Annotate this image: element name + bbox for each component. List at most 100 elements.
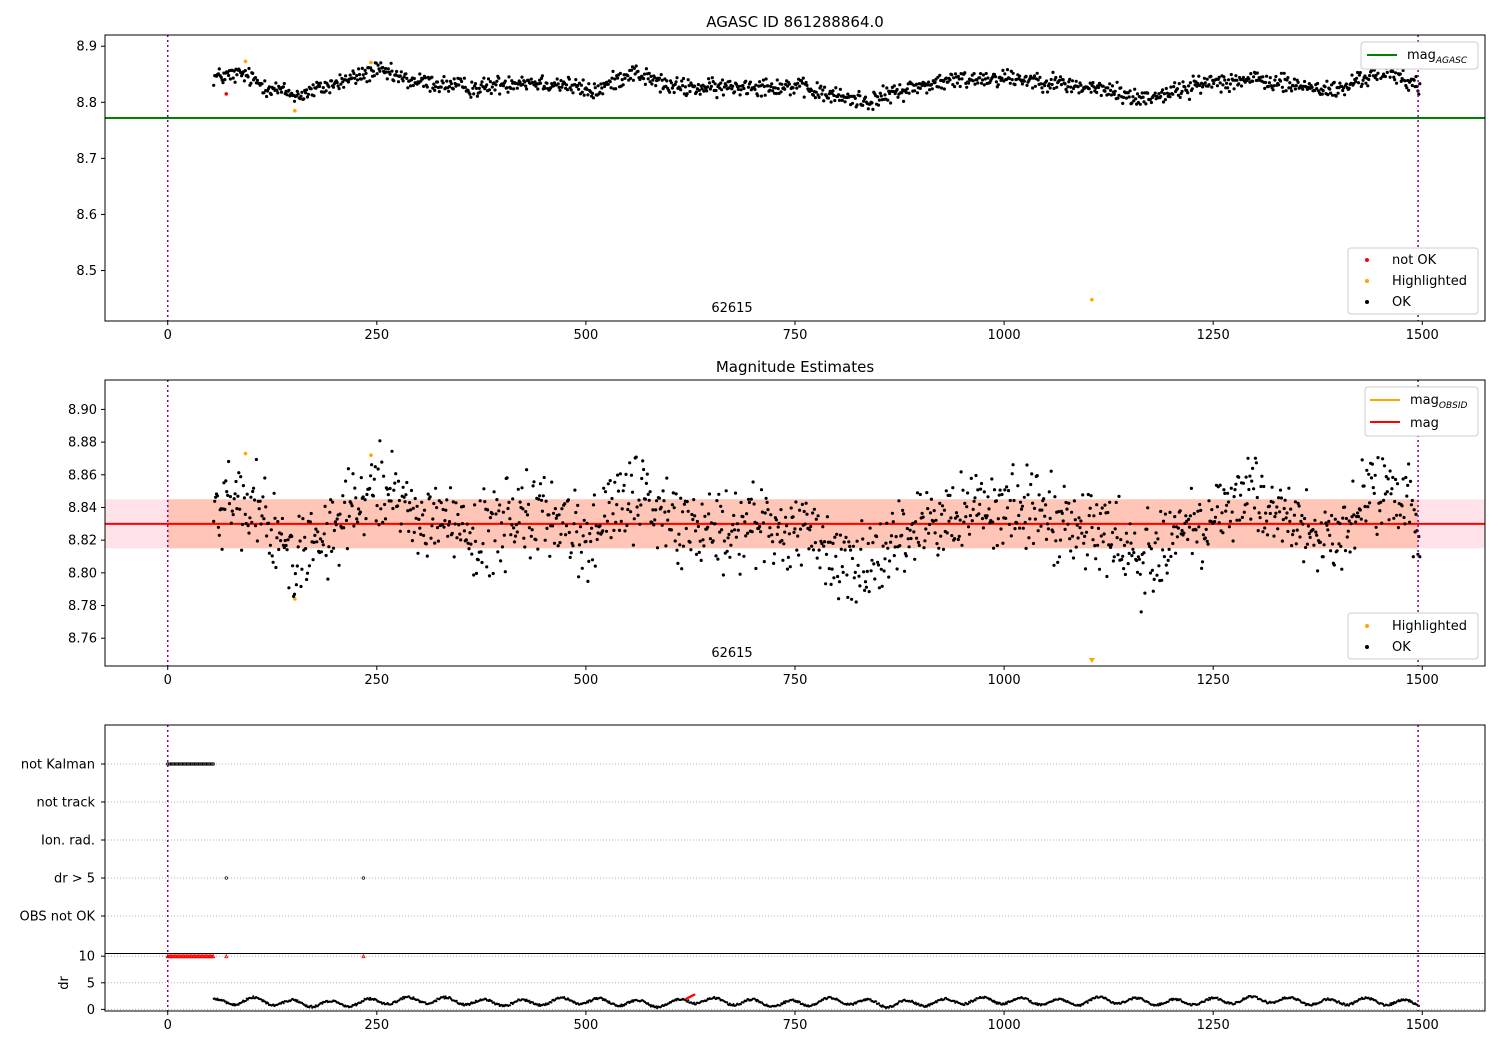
data-point-ok	[1365, 468, 1369, 472]
data-point-ok	[1262, 484, 1266, 489]
dr-point	[798, 1000, 801, 1004]
data-point-ok	[737, 84, 741, 88]
data-point-ok	[941, 79, 946, 83]
data-point-ok	[483, 500, 487, 504]
data-point-ok	[572, 522, 576, 526]
data-point-ok	[1007, 522, 1012, 527]
data-point-ok	[1382, 498, 1386, 502]
dr-point	[726, 1001, 729, 1004]
data-point-ok	[454, 501, 458, 505]
data-point-ok	[785, 84, 790, 88]
data-point-ok	[618, 472, 623, 476]
data-point-ok	[538, 494, 542, 498]
data-point-ok	[612, 528, 616, 533]
data-point-ok	[605, 519, 610, 523]
data-point-ok	[365, 80, 369, 84]
data-point-ok	[727, 532, 731, 537]
data-point-ok	[738, 93, 742, 97]
data-point-ok	[819, 84, 823, 88]
data-point-ok	[1121, 101, 1125, 105]
data-point-ok	[1267, 504, 1271, 508]
data-point-ok	[1146, 91, 1150, 95]
data-point-ok	[915, 491, 920, 495]
data-point-ok	[953, 537, 957, 541]
data-point-ok	[1418, 82, 1422, 86]
data-point-ok	[1197, 74, 1201, 78]
data-point-ok	[376, 63, 380, 67]
data-point-ok	[1260, 474, 1264, 478]
data-point-ok	[389, 61, 393, 65]
data-point-ok	[494, 83, 498, 87]
data-point-ok	[878, 91, 882, 95]
data-point-ok	[1130, 554, 1134, 558]
data-point-ok	[353, 486, 357, 490]
data-point-ok	[799, 563, 804, 567]
data-point-ok	[391, 506, 395, 511]
data-point-ok	[326, 577, 330, 581]
data-point-ok	[264, 505, 268, 509]
data-point-ok	[354, 81, 358, 85]
data-point-ok	[780, 538, 784, 543]
data-point-ok	[679, 496, 683, 500]
data-point-ok	[1057, 78, 1062, 82]
data-point-ok	[962, 520, 966, 524]
data-point-ok	[885, 86, 889, 90]
data-point-ok	[263, 476, 267, 480]
data-point-ok	[328, 91, 332, 95]
data-point-ok	[297, 514, 301, 518]
data-point-ok	[915, 91, 920, 95]
data-point-ok	[982, 83, 986, 87]
dr-point	[1233, 1002, 1236, 1006]
data-point-ok	[640, 476, 644, 481]
data-point-ok	[603, 514, 607, 518]
data-point-ok	[711, 80, 715, 84]
data-point-ok	[980, 517, 985, 521]
data-point-ok	[1272, 84, 1276, 88]
data-point-ok	[822, 99, 826, 103]
data-point-ok	[1249, 517, 1253, 521]
data-point-ok	[422, 508, 427, 512]
data-point-ok	[411, 506, 415, 510]
data-point-ok	[783, 530, 787, 534]
data-point-ok	[1412, 78, 1416, 82]
dr-point	[1061, 998, 1064, 1001]
data-point-ok	[1122, 95, 1126, 99]
data-point-ok	[1064, 500, 1068, 505]
data-point-ok	[493, 88, 497, 92]
data-point-ok	[1042, 497, 1046, 501]
data-point-ok	[1232, 87, 1236, 91]
data-point-ok	[1386, 477, 1390, 481]
data-point-ok	[929, 82, 934, 87]
data-point-ok	[589, 539, 593, 544]
dr-point	[1352, 1002, 1355, 1005]
data-point-ok	[1009, 534, 1013, 538]
data-point-ok	[795, 548, 799, 552]
data-point-ok	[462, 76, 466, 80]
data-point-ok	[1031, 86, 1035, 90]
data-point-ok	[724, 489, 728, 493]
data-point-ok	[475, 94, 479, 98]
data-point-ok	[413, 496, 417, 501]
data-point-ok	[784, 515, 788, 519]
data-point-ok	[442, 75, 446, 79]
data-point-ok	[709, 84, 714, 88]
data-point-ok	[688, 89, 692, 94]
data-point-ok	[1338, 522, 1342, 526]
data-point-ok	[573, 488, 577, 492]
data-point-ok	[1023, 520, 1027, 525]
data-point-ok	[1197, 525, 1201, 529]
data-point-ok	[314, 527, 318, 531]
data-point-ok	[1366, 84, 1370, 88]
data-point-ok	[1280, 85, 1284, 89]
data-point-ok	[1072, 499, 1076, 503]
data-point-ok	[693, 84, 697, 88]
data-point-ok	[255, 539, 259, 543]
data-point-ok	[1122, 543, 1127, 548]
data-point-ok	[694, 552, 699, 557]
data-point-ok	[1058, 75, 1063, 79]
data-point-ok	[537, 497, 541, 501]
data-point-ok	[672, 506, 676, 510]
data-point-ok	[1325, 79, 1329, 83]
data-point-ok	[452, 77, 456, 81]
data-point-ok	[672, 90, 676, 95]
